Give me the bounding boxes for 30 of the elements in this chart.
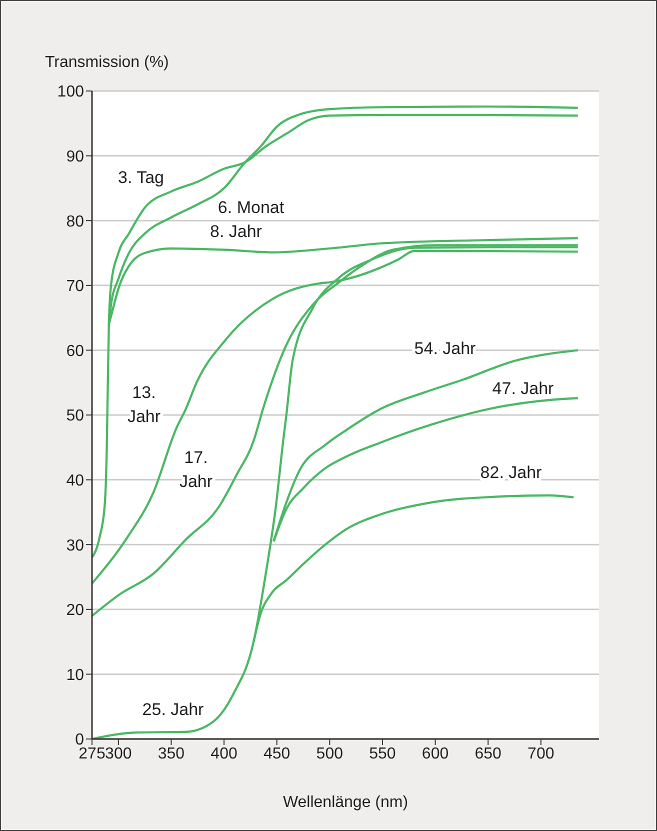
x-tick-label: 700 — [528, 745, 554, 762]
y-tick-label: 30 — [66, 537, 84, 554]
series-label: 82. Jahr — [480, 463, 542, 482]
x-axis-title: Wellenlänge (nm) — [282, 794, 408, 811]
x-tick-label: 350 — [158, 745, 185, 762]
x-tick-label: 600 — [422, 745, 449, 762]
x-tick-label: 450 — [263, 745, 290, 762]
y-tick-label: 20 — [66, 602, 84, 620]
series-label: 25. Jahr — [142, 700, 204, 720]
y-tick-label: 90 — [66, 148, 84, 166]
series-label: 47. Jahr — [492, 379, 554, 398]
x-tick-label: 300 — [105, 745, 132, 762]
y-tick-label: 40 — [66, 472, 84, 490]
series-label: 8. Jahr — [210, 222, 262, 242]
y-tick-label: 10 — [66, 666, 84, 684]
y-tick-label: 50 — [66, 408, 84, 425]
y-tick-label: 60 — [66, 342, 84, 360]
series-label: 17. Jahr — [179, 448, 213, 492]
y-tick-label: 100 — [57, 84, 84, 101]
x-tick-label: 500 — [316, 745, 344, 762]
series-label: 13. Jahr — [127, 383, 161, 426]
y-tick-label: 80 — [66, 213, 84, 230]
x-tick-label: 400 — [210, 745, 238, 762]
x-tick-label: 550 — [369, 745, 396, 762]
series-label: 6. Monat — [218, 198, 284, 218]
y-axis-title: Transmission (%) — [45, 54, 169, 71]
y-tick-label: 70 — [66, 278, 84, 296]
series-label: 3. Tag — [118, 168, 164, 188]
series-label: 54. Jahr — [414, 339, 476, 358]
x-tick-label: 650 — [474, 745, 502, 762]
